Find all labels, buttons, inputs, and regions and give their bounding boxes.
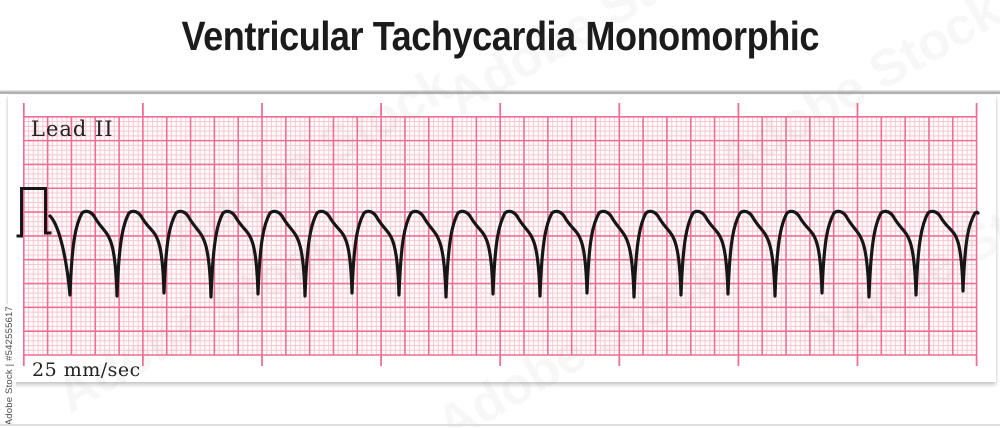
page-title: Ventricular Tachycardia Monomorphic: [0, 13, 1000, 60]
ecg-waveform-trace: [48, 209, 980, 299]
second-marker-ticks: [22, 103, 978, 366]
lead-label: Lead II: [31, 117, 114, 141]
bottom-divider: [0, 424, 1000, 426]
page-title-text: Ventricular Tachycardia Monomorphic: [181, 13, 819, 59]
top-divider: [0, 90, 1000, 94]
watermark-id-text: Adobe Stock | #542555617: [3, 303, 16, 427]
grid-major-lines: [23, 116, 978, 356]
calibration-pulse: [16, 187, 52, 238]
paper-speed-label: 25 mm/sec: [32, 359, 141, 381]
